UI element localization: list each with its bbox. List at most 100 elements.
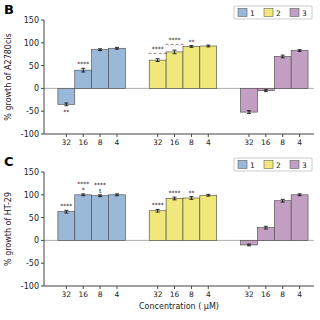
bar — [200, 46, 217, 88]
x-tick-label: 4 — [206, 290, 211, 299]
x-tick-label: 32 — [62, 138, 72, 147]
y-tick-label: -100 — [21, 282, 39, 291]
bar — [92, 50, 109, 89]
panel-title: C — [4, 154, 14, 169]
x-tick-label: 16 — [170, 138, 180, 147]
x-tick-label: 4 — [297, 290, 302, 299]
legend-frame — [234, 158, 312, 171]
x-tick-label: 16 — [261, 290, 271, 299]
annotation: ****^^^^ — [164, 36, 184, 49]
y-tick-label: 0 — [34, 236, 39, 245]
error-bar — [98, 49, 102, 51]
error-bar — [156, 59, 160, 62]
annotation: ** — [188, 38, 194, 45]
x-tick-label: 4 — [297, 138, 302, 147]
error-bar — [189, 197, 193, 200]
x-tick-label: 8 — [98, 138, 103, 147]
bar — [109, 48, 126, 88]
annotation: **** — [169, 189, 181, 196]
marks — [58, 45, 308, 113]
legend-swatch — [290, 161, 299, 169]
bar — [241, 240, 258, 245]
error-bar — [64, 103, 68, 106]
y-tick-label: 150 — [24, 168, 39, 177]
bar — [183, 198, 200, 240]
y-axis — [44, 172, 45, 286]
x-tick-label: 4 — [115, 290, 120, 299]
marks — [58, 194, 308, 246]
bar — [291, 51, 308, 89]
x-tick-label: 8 — [280, 138, 285, 147]
error-bar — [64, 210, 68, 213]
x-tick-label: 32 — [244, 290, 254, 299]
y-tick-label: 0 — [34, 84, 39, 93]
y-tick-label: -100 — [21, 130, 39, 139]
bar — [241, 88, 258, 112]
legend-label: 2 — [276, 161, 281, 170]
legend-swatch — [264, 161, 273, 169]
x-tick-label: 16 — [170, 290, 180, 299]
y-tick-label: 50 — [29, 62, 39, 71]
error-bar — [115, 194, 119, 196]
bar — [75, 70, 92, 88]
x-tick-label: 32 — [153, 290, 163, 299]
y-tick-label: 150 — [24, 16, 39, 25]
legend-swatch — [238, 9, 247, 17]
legend-label: 2 — [276, 9, 281, 18]
annotations: *************t********** — [60, 180, 194, 210]
error-bar — [264, 90, 268, 92]
bar — [257, 228, 274, 241]
y-tick-label: -50 — [26, 107, 39, 116]
error-bar — [189, 46, 193, 48]
y-axis — [44, 20, 45, 134]
bar — [291, 195, 308, 241]
error-bar — [173, 50, 177, 54]
x-tick-label: 4 — [115, 138, 120, 147]
annotations: **********^^^^****^^^^** — [63, 36, 194, 115]
y-tick-label: 100 — [24, 191, 39, 200]
legend: 123 — [234, 158, 312, 171]
x-tick-label: 16 — [78, 138, 88, 147]
x-tick-label: 32 — [62, 290, 72, 299]
error-bar — [298, 194, 302, 196]
y-axis-label: % growth of HT-29 — [4, 192, 13, 266]
legend: 1 2 3 — [234, 6, 312, 19]
error-bar — [156, 209, 160, 212]
legend-swatch — [238, 161, 247, 169]
bar — [274, 56, 291, 88]
x-tick-label: 16 — [78, 290, 88, 299]
annotation: ***** — [77, 180, 89, 193]
y-tick-label: 50 — [29, 214, 39, 223]
legend-label: 1 — [250, 9, 255, 18]
panel: -100-50050100150*************t**********… — [4, 154, 314, 311]
bar — [149, 60, 166, 88]
error-bar — [298, 50, 302, 52]
error-bar — [264, 226, 268, 229]
x-axis — [44, 286, 314, 287]
error-bar — [281, 199, 285, 202]
panel: -100-50050100150**********^^^^****^^^^**… — [4, 2, 314, 147]
y-tick-label: -50 — [26, 259, 39, 268]
x-tick-label: 8 — [280, 290, 285, 299]
bar — [183, 46, 200, 88]
x-tick-label: 32 — [244, 138, 254, 147]
error-bar — [81, 68, 85, 72]
x-tick-label: 8 — [189, 290, 194, 299]
x-tick-label: 8 — [189, 138, 194, 147]
legend-label: 3 — [302, 9, 307, 18]
annotation: **** — [77, 60, 89, 67]
figure: -100-50050100150**********^^^^****^^^^**… — [0, 0, 320, 320]
bar — [166, 198, 183, 240]
error-bar — [281, 55, 285, 58]
error-bar — [247, 111, 251, 114]
bar — [109, 195, 126, 241]
legend-frame — [234, 6, 312, 19]
annotation: **** — [152, 201, 164, 208]
legend-label: 3 — [302, 161, 307, 170]
x-tick-label: 32 — [153, 138, 163, 147]
x-tick-label: 16 — [261, 138, 271, 147]
bar — [58, 212, 75, 241]
legend-swatch — [290, 9, 299, 17]
bar — [149, 211, 166, 241]
panel-title: B — [4, 2, 14, 17]
